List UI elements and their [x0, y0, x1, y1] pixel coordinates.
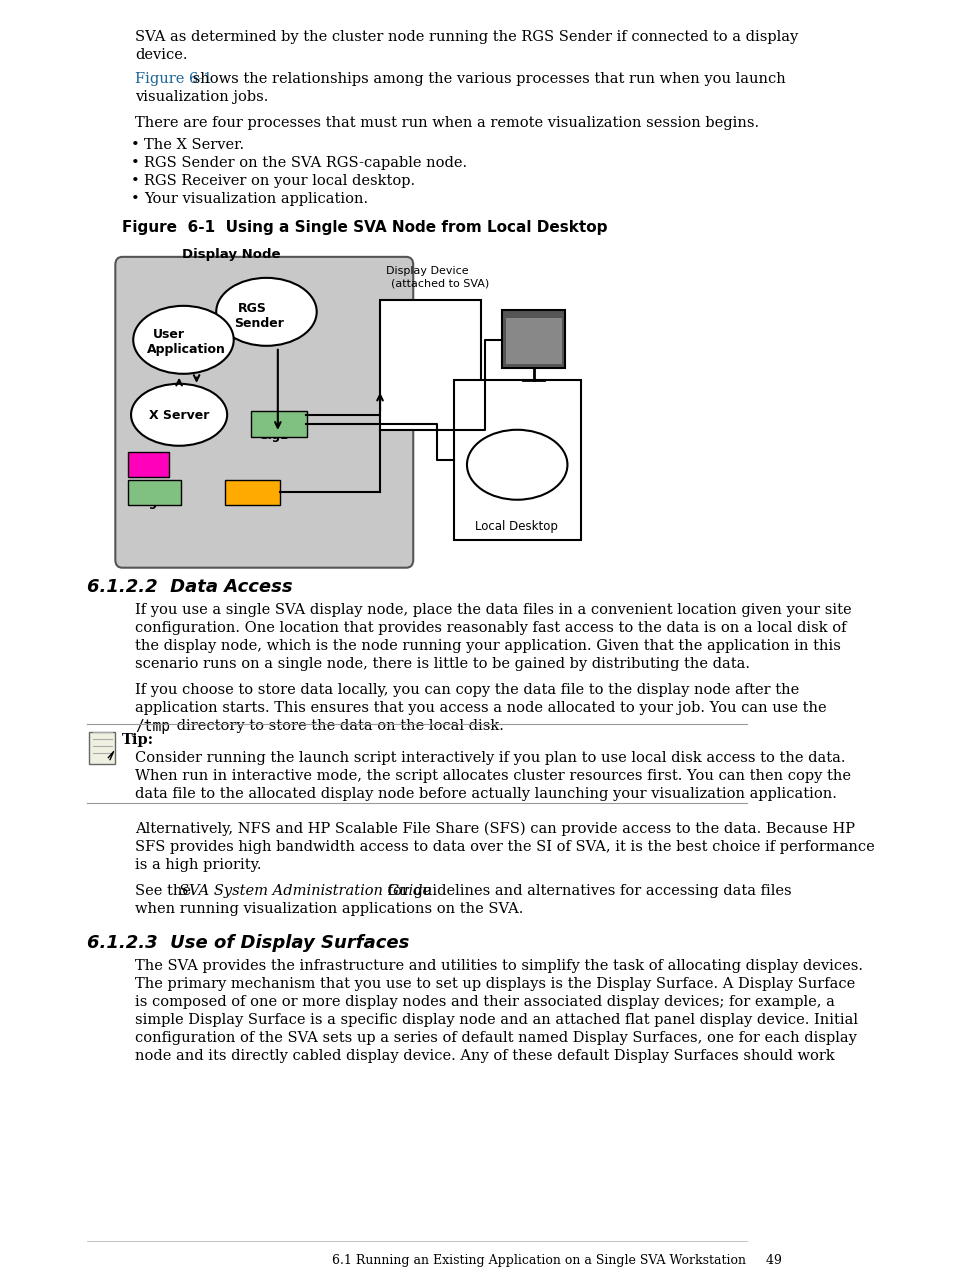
Text: Sender: Sender [233, 316, 284, 330]
Text: (attached to SVA): (attached to SVA) [390, 278, 488, 289]
Text: Consider running the launch script interactively if you plan to use local disk a: Consider running the launch script inter… [135, 751, 845, 765]
Text: User: User [152, 328, 185, 341]
Text: RGS Receiver on your local desktop.: RGS Receiver on your local desktop. [144, 174, 415, 188]
Bar [454, 380, 580, 540]
Text: 6.1.2.3  Use of Display Surfaces: 6.1.2.3 Use of Display Surfaces [88, 933, 409, 952]
Ellipse shape [131, 384, 227, 446]
Text: Display Node: Display Node [181, 248, 280, 261]
Text: SVA as determined by the cluster node running the RGS Sender if connected to a d: SVA as determined by the cluster node ru… [135, 31, 798, 44]
Ellipse shape [216, 278, 316, 346]
FancyBboxPatch shape [251, 411, 306, 437]
Bar [505, 318, 561, 364]
FancyBboxPatch shape [224, 479, 280, 505]
Text: /tmp: /tmp [135, 718, 171, 733]
Text: When run in interactive mode, the script allocates cluster resources first. You : When run in interactive mode, the script… [135, 769, 850, 783]
Text: RGS Sender on the SVA RGS-capable node.: RGS Sender on the SVA RGS-capable node. [144, 156, 467, 170]
Text: for guidelines and alternatives for accessing data files: for guidelines and alternatives for acce… [382, 883, 790, 897]
Text: SVA System Administration Guide: SVA System Administration Guide [179, 883, 431, 897]
Text: There are four processes that must run when a remote visualization session begin: There are four processes that must run w… [135, 116, 759, 130]
Text: configuration of the SVA sets up a series of default named Display Surfaces, one: configuration of the SVA sets up a serie… [135, 1032, 857, 1046]
Text: scenario runs on a single node, there is little to be gained by distributing the: scenario runs on a single node, there is… [135, 657, 750, 671]
Text: The SVA provides the infrastructure and utilities to simplify the task of alloca: The SVA provides the infrastructure and … [135, 960, 862, 974]
Text: The X Server.: The X Server. [144, 139, 244, 153]
Text: data file to the allocated display node before actually launching your visualiza: data file to the allocated display node … [135, 787, 837, 801]
Text: •: • [131, 192, 140, 206]
Bar [502, 310, 565, 367]
Text: application starts. This ensures that you access a node allocated to your job. Y: application starts. This ensures that yo… [135, 700, 826, 714]
Text: 6.1 Running an Existing Application on a Single SVA Workstation     49: 6.1 Running an Existing Application on a… [332, 1254, 781, 1267]
Text: Local Desktop: Local Desktop [475, 520, 558, 533]
Ellipse shape [466, 430, 567, 500]
Text: visualization jobs.: visualization jobs. [135, 90, 269, 104]
Text: Alternatively, NFS and HP Scalable File Share (SFS) can provide access to the da: Alternatively, NFS and HP Scalable File … [135, 821, 855, 836]
Text: node and its directly cabled display device. Any of these default Display Surfac: node and its directly cabled display dev… [135, 1050, 834, 1064]
Text: GFX: GFX [235, 496, 262, 508]
Text: Receiver: Receiver [479, 470, 547, 484]
Text: is composed of one or more display nodes and their associated display devices; f: is composed of one or more display nodes… [135, 995, 835, 1009]
Text: RGS: RGS [237, 301, 266, 315]
Text: The primary mechanism that you use to set up displays is the Display Surface. A : The primary mechanism that you use to se… [135, 977, 855, 991]
Text: shows the relationships among the various processes that run when you launch: shows the relationships among the variou… [188, 72, 784, 86]
Text: GigE: GigE [258, 428, 289, 442]
Text: SFS provides high bandwidth access to data over the SI of SVA, it is the best ch: SFS provides high bandwidth access to da… [135, 840, 874, 854]
Bar [379, 300, 480, 430]
Text: Your visualization application.: Your visualization application. [144, 192, 368, 206]
Text: is a high priority.: is a high priority. [135, 858, 262, 872]
Text: configuration. One location that provides reasonably fast access to the data is : configuration. One location that provide… [135, 620, 846, 634]
Text: If you choose to store data locally, you can copy the data file to the display n: If you choose to store data locally, you… [135, 683, 799, 697]
Text: 6.1.2.2  Data Access: 6.1.2.2 Data Access [88, 578, 293, 596]
Ellipse shape [133, 306, 233, 374]
Text: Figure 6-1: Figure 6-1 [135, 72, 213, 86]
Bar [89, 732, 115, 764]
Text: Application: Application [147, 343, 226, 356]
Text: X Server: X Server [149, 409, 209, 422]
Text: Figure  6-1  Using a Single SVA Node from Local Desktop: Figure 6-1 Using a Single SVA Node from … [122, 220, 607, 235]
Text: See the: See the [135, 883, 195, 897]
Text: the display node, which is the node running your application. Given that the app: the display node, which is the node runn… [135, 638, 841, 652]
Text: •: • [131, 174, 140, 188]
Text: If you use a single SVA display node, place the data files in a convenient locat: If you use a single SVA display node, pl… [135, 602, 851, 616]
FancyBboxPatch shape [129, 479, 181, 505]
Text: when running visualization applications on the SVA.: when running visualization applications … [135, 901, 523, 915]
Text: GigE: GigE [135, 496, 166, 508]
Text: •: • [131, 139, 140, 153]
Text: directory to store the data on the local disk.: directory to store the data on the local… [172, 718, 503, 732]
FancyBboxPatch shape [115, 257, 413, 568]
Text: Tip:: Tip: [122, 732, 154, 746]
Text: device.: device. [135, 48, 188, 62]
Text: SI: SI [138, 468, 151, 480]
Text: simple Display Surface is a specific display node and an attached flat panel dis: simple Display Surface is a specific dis… [135, 1013, 858, 1027]
Text: •: • [131, 156, 140, 170]
Text: Display Device: Display Device [386, 266, 468, 276]
FancyBboxPatch shape [129, 451, 169, 477]
Text: RGS: RGS [486, 452, 518, 466]
